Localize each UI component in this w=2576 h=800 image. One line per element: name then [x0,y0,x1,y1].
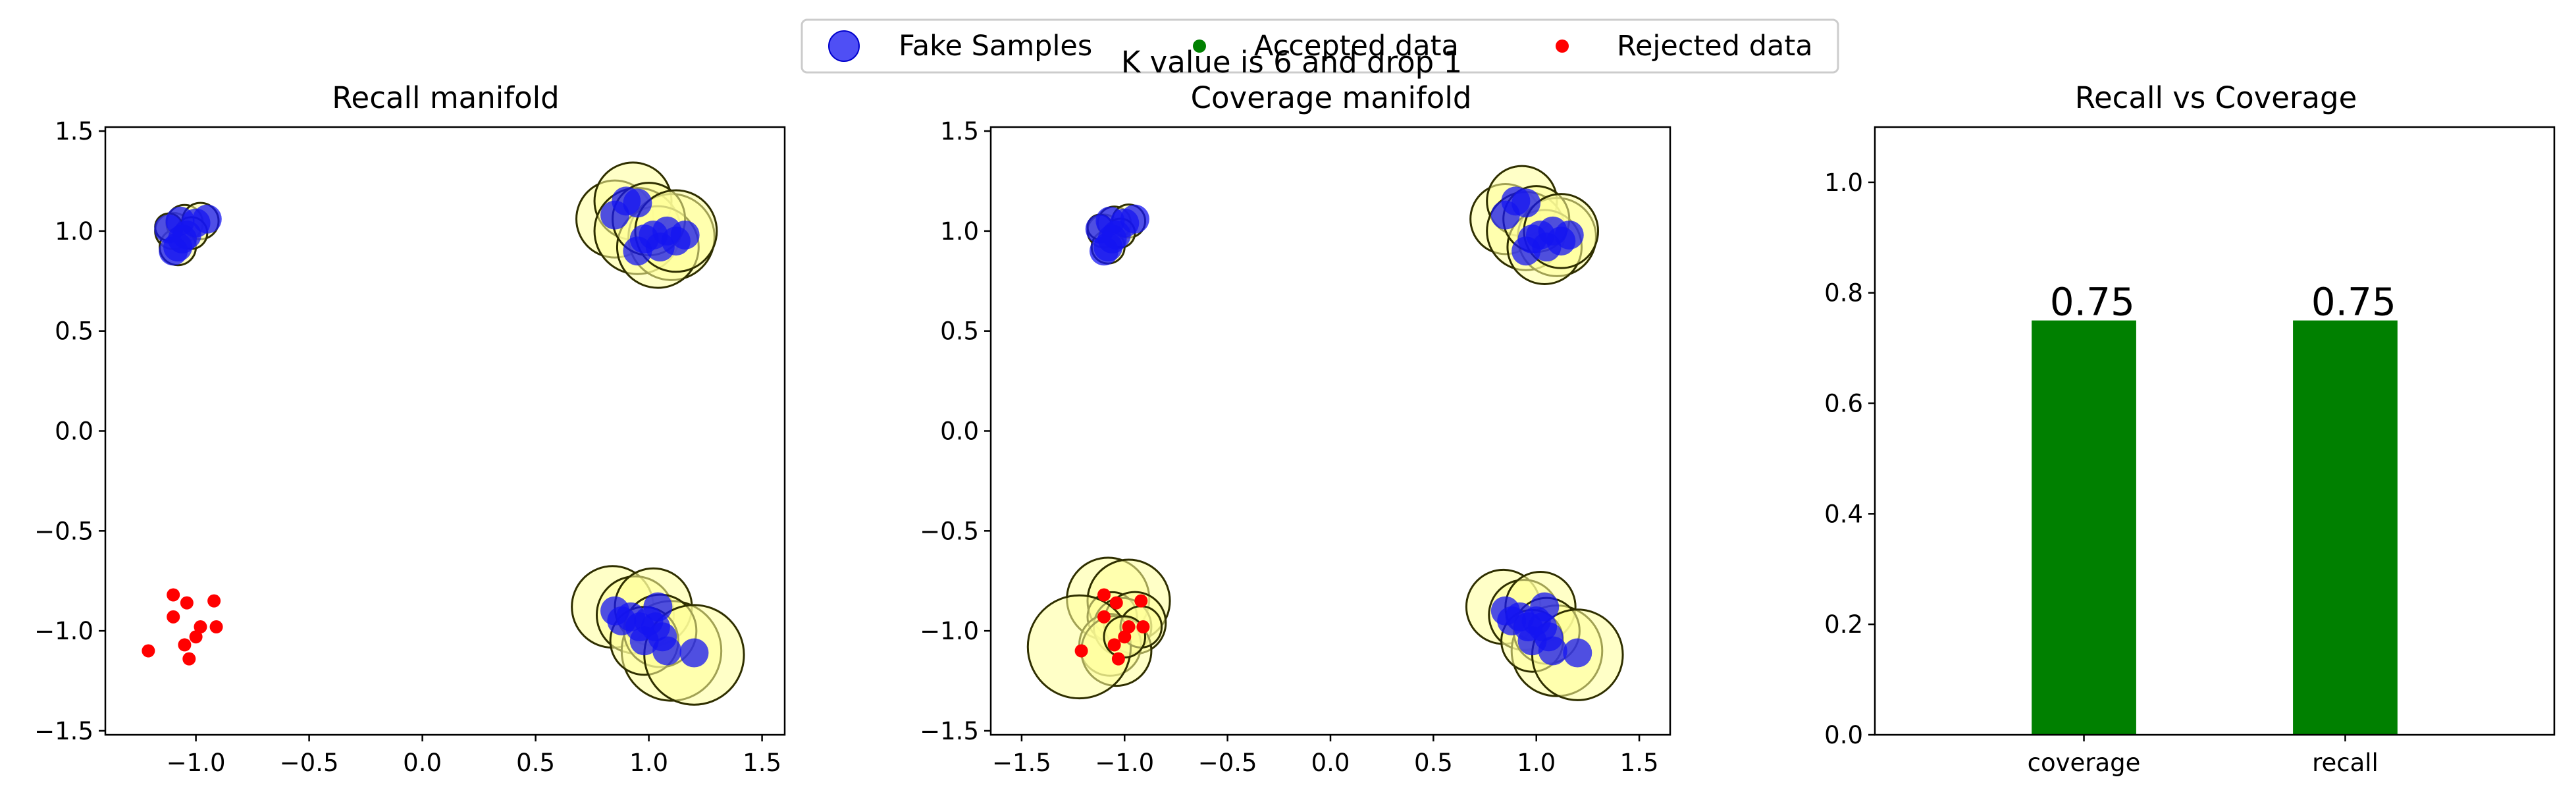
recall-xtick-label: 0.0 [403,749,442,777]
bar-axes-frame [1874,126,2556,736]
coverage-xtick-label: −1.5 [992,749,1051,777]
coverage-xtick-label: 0.5 [1414,749,1453,777]
coverage-rejected-point [1109,596,1123,610]
coverage-fake-sample-point [1120,204,1149,234]
bar-ytick-label: 0.2 [1824,610,1863,639]
bar-xtick-label: coverage [2028,749,2141,777]
recall-rejected-point [142,644,155,658]
recall-xtick-label: −0.5 [280,749,339,777]
recall-ytick-label: −1.5 [34,717,93,745]
coverage-manifold-title: Coverage manifold [1191,80,1472,115]
recall-rejected-point [167,610,180,624]
bar-value-label-coverage: 0.75 [2050,280,2135,325]
coverage-manifold-panel: Coverage manifold −1.5 −1.0 −0.5 0.0 0.5 1.0 1… [920,80,1671,777]
recall-ytick-label: −0.5 [34,517,93,545]
coverage-xtick-label: 0.0 [1311,749,1350,777]
recall-ytick-label: −1.0 [34,617,93,645]
bar-recall [2293,320,2398,735]
legend-frame [801,18,1839,74]
legend-label-rejected: Rejected data [1617,30,1813,63]
legend-label-accepted: Accepted data [1254,30,1459,63]
coverage-fake-sample-point [1538,636,1567,666]
recall-rejected-point [209,620,223,634]
recall-fake-sample-point [623,188,652,218]
recall-rejected-point [178,638,192,652]
recall-ytick-label: 0.5 [55,317,93,346]
bar-ytick-label: 1.0 [1824,169,1863,197]
recall-xtick-label: 1.0 [629,749,668,777]
recall-plot-area [142,161,745,706]
recall-ytick-label: 1.5 [55,117,93,146]
recall-xtick-label: 1.5 [743,749,781,777]
recall-manifold-title: Recall manifold [332,80,559,115]
recall-rejected-point [182,652,196,666]
bar-xtick-label: recall [2312,749,2379,777]
recall-vs-coverage-panel: Recall vs Coverage 0.75 0.75 0.0 0.2 0.4 0.6 0… [1824,80,2556,777]
bar-ytick-label: 0.0 [1824,721,1863,749]
recall-fake-sample-point [643,592,673,622]
coverage-fake-sample-point [1530,592,1560,622]
coverage-ytick-label: 0.0 [940,417,979,446]
bar-ytick-label: 0.4 [1824,500,1863,528]
coverage-fake-sample-point [1090,236,1118,266]
coverage-rejected-point [1122,620,1136,634]
recall-rejected-point [189,630,203,644]
recall-fake-sample-point [670,220,700,250]
legend: Fake Samples Accepted data Rejected data [801,18,1839,74]
legend-marker-fake [828,30,860,62]
coverage-rejected-point [1134,594,1148,608]
recall-fake-sample-point [629,626,659,656]
recall-fake-sample-point [679,638,709,668]
legend-marker-rejected [1556,40,1569,53]
coverage-rejected-point [1136,620,1150,634]
coverage-fake-sample-point [1563,638,1592,668]
coverage-fake-sample-point [1511,188,1541,218]
coverage-ytick-label: 1.0 [940,217,979,246]
legend-marker-accepted [1193,40,1206,53]
recall-fake-sample-point [623,236,652,266]
recall-fake-sample-point [652,636,682,666]
bar-value-label-recall: 0.75 [2311,280,2396,325]
coverage-rejected-point [1097,610,1111,624]
coverage-fake-sample-point [1554,220,1584,250]
coverage-ytick-label: 0.5 [940,317,979,346]
coverage-plot-area [1026,165,1624,701]
coverage-ytick-label: −0.5 [920,517,979,545]
bar-ytick-label: 0.6 [1824,390,1863,418]
recall-fake-sample-point [192,204,222,234]
coverage-xtick-label: 1.0 [1517,749,1556,777]
coverage-rejected-point [1097,588,1111,602]
coverage-xtick-label: −0.5 [1198,749,1257,777]
coverage-rejected-point [1118,630,1132,644]
bar-coverage [2032,320,2136,735]
recall-rejected-point [167,588,180,602]
coverage-rejected-point [1074,644,1088,658]
recall-manifold-panel: Recall manifold −1.5 −1.0 −0.5 0.0 0.5 1.0 1.5… [34,80,786,777]
coverage-ytick-label: −1.0 [920,617,979,645]
coverage-rejected-point [1107,638,1121,652]
coverage-xtick-label: 1.5 [1620,749,1659,777]
recall-rejected-point [207,594,221,608]
recall-ytick-label: 0.0 [55,417,93,446]
recall-fake-sample-point [159,236,188,266]
recall-rejected-point [180,596,194,610]
legend-label-fake: Fake Samples [899,30,1092,63]
recall-xtick-label: −1.0 [167,749,226,777]
coverage-ytick-label: 1.5 [940,117,979,146]
recall-ytick-label: 1.0 [55,217,93,246]
coverage-ytick-label: −1.5 [920,717,979,745]
coverage-rejected-point [1111,652,1125,666]
coverage-xtick-label: −1.0 [1095,749,1154,777]
bar-ytick-label: 0.8 [1824,279,1863,307]
figure-suptitle: K value is 6 and drop 1 [1121,45,1462,80]
recall-rejected-point [194,620,207,634]
coverage-fake-sample-point [1511,236,1541,266]
recall-vs-coverage-title: Recall vs Coverage [2075,80,2357,115]
recall-xtick-label: 0.5 [516,749,555,777]
